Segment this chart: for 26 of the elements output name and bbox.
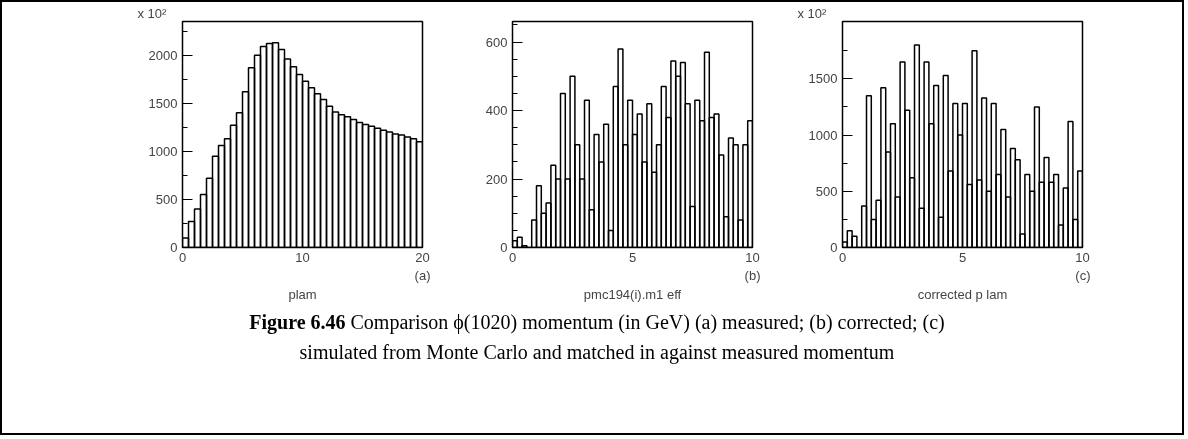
text: (a)	[414, 267, 431, 283]
y-axis-title: x 10²	[797, 5, 828, 21]
x-tick-label: 10	[295, 249, 310, 265]
y-tick-label: 1500	[808, 71, 838, 87]
y-tick-label: 2000	[148, 47, 178, 63]
text: simulated from Monte Carlo and matched in against measured momentum	[299, 341, 895, 363]
x-tick-label: 10	[1075, 249, 1090, 265]
text: (b)	[744, 267, 761, 283]
y-tick-label: 600	[485, 34, 508, 50]
x-axis-title: plam	[288, 286, 317, 302]
x-tick-label: 5	[628, 249, 637, 265]
x-tick-label: 20	[415, 249, 430, 265]
y-tick-label: 500	[815, 183, 838, 199]
y-tick-label: 1000	[808, 127, 838, 143]
caption: Figure 6.46 Comparison ϕ(1020) momentum (in GeV) (a) measured; (b) corrected; (c)	[249, 311, 945, 333]
y-tick-label: 500	[155, 191, 178, 207]
x-axis-title: pmc194(i).m1 eff	[583, 286, 682, 302]
y-tick-label: 400	[485, 103, 508, 119]
y-tick-label: 1500	[148, 95, 178, 111]
x-axis-title: corrected p lam	[917, 286, 1008, 302]
y-axis-title: x 10²	[137, 5, 168, 21]
x-tick-label: 5	[958, 249, 967, 265]
x-tick-label: 10	[745, 249, 760, 265]
y-tick-label: 200	[485, 171, 508, 187]
text: (c)	[1075, 267, 1091, 283]
y-tick-label: 1000	[148, 143, 178, 159]
